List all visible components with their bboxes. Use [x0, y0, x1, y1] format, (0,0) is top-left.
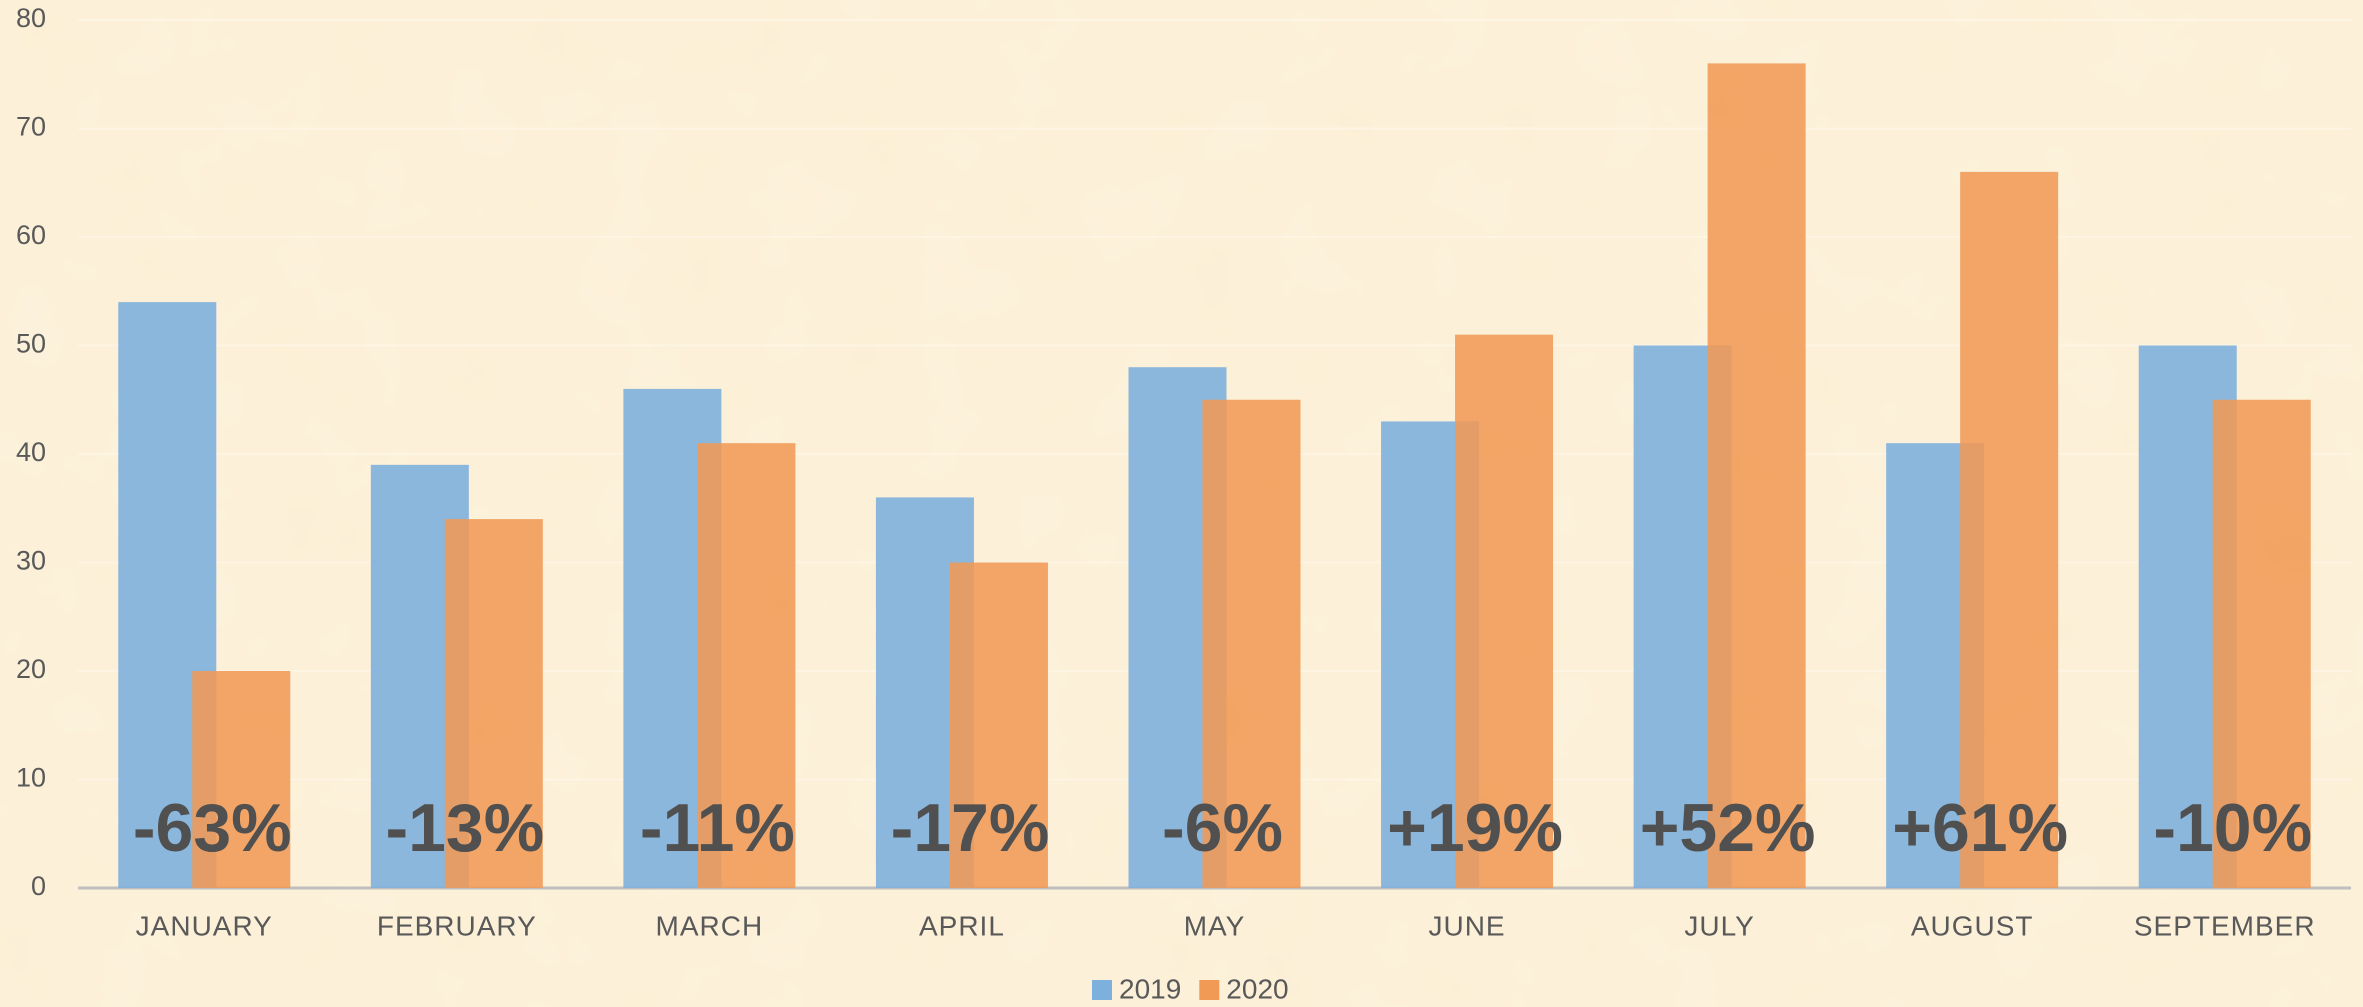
annotation: +52% — [1640, 790, 1816, 866]
x-tick-label: JUNE — [1428, 910, 1505, 941]
x-tick-label: JANUARY — [136, 910, 273, 941]
y-tick-label: 10 — [16, 763, 46, 793]
x-tick-label: FEBRUARY — [377, 910, 537, 941]
x-tick-label: JULY — [1684, 910, 1754, 941]
y-tick-label: 0 — [31, 871, 46, 901]
bar — [697, 443, 796, 888]
annotation: +19% — [1387, 790, 1563, 866]
x-tick-label: APRIL — [919, 910, 1005, 941]
bar — [949, 562, 1048, 888]
bar — [1960, 171, 2059, 888]
y-tick-label: 30 — [16, 546, 46, 576]
legend-label: 2020 — [1226, 973, 1288, 1004]
y-tick-label: 20 — [16, 654, 46, 684]
x-tick-label: MAY — [1184, 910, 1246, 941]
x-tick-label: SEPTEMBER — [2134, 910, 2316, 941]
annotation: -13% — [385, 790, 544, 866]
legend-swatch — [1092, 980, 1112, 1000]
y-tick-label: 60 — [16, 220, 46, 250]
bar — [192, 671, 291, 888]
bar — [1707, 63, 1806, 888]
annotation: -10% — [2153, 790, 2312, 866]
legend-label: 2019 — [1119, 973, 1181, 1004]
y-tick-label: 40 — [16, 437, 46, 467]
y-tick-label: 50 — [16, 329, 46, 359]
annotation: -6% — [1162, 790, 1283, 866]
bar — [1455, 334, 1554, 888]
bar — [1202, 399, 1301, 888]
annotation: -63% — [133, 790, 292, 866]
annotation: +61% — [1892, 790, 2068, 866]
legend-swatch — [1199, 980, 1220, 1000]
annotation: -17% — [891, 790, 1050, 866]
x-tick-label: AUGUST — [1911, 910, 2034, 941]
y-tick-label: 80 — [16, 3, 46, 33]
x-tick-label: MARCH — [656, 910, 764, 941]
annotation: -11% — [640, 790, 795, 866]
y-tick-label: 70 — [16, 112, 46, 142]
bar — [444, 519, 543, 888]
bar — [2212, 399, 2311, 888]
